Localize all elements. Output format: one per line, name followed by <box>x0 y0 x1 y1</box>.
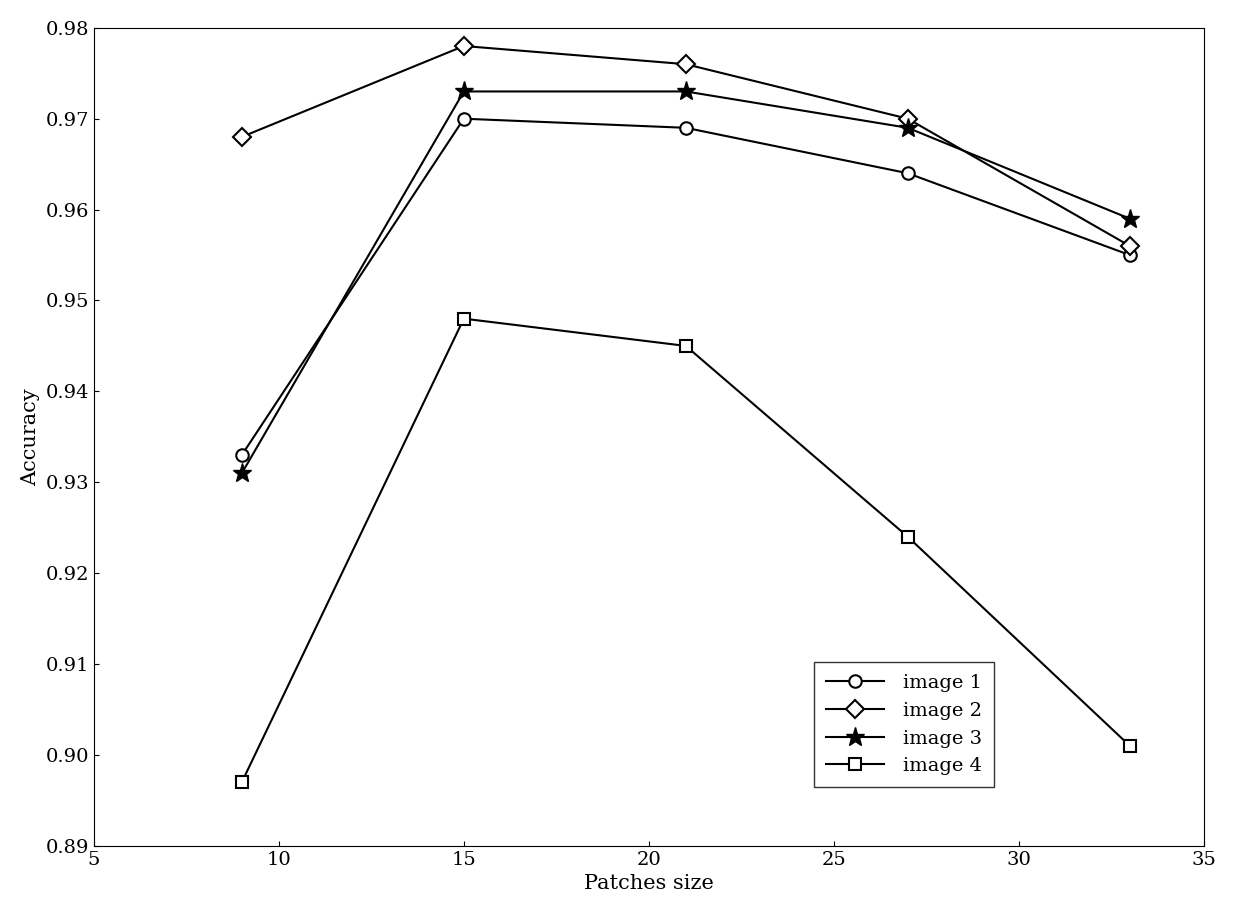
X-axis label: Patches size: Patches size <box>584 874 714 893</box>
image 2 <box>1122 240 1137 251</box>
image 4 <box>1122 740 1137 751</box>
image 3 <box>1122 213 1137 224</box>
image 1 <box>1122 250 1137 260</box>
image 3 <box>235 468 250 479</box>
image 3 <box>678 86 693 97</box>
image 4 <box>901 531 915 542</box>
image 2 <box>901 113 915 124</box>
Line: image 3: image 3 <box>233 81 1139 483</box>
image 4 <box>678 340 693 351</box>
image 3 <box>456 86 471 97</box>
image 2 <box>456 40 471 51</box>
image 2 <box>678 58 693 69</box>
image 4 <box>456 314 471 324</box>
image 1 <box>901 168 915 179</box>
image 4 <box>235 777 250 788</box>
Line: image 1: image 1 <box>235 112 1136 462</box>
Line: image 4: image 4 <box>235 313 1136 789</box>
image 1 <box>678 122 693 133</box>
Legend: image 1, image 2, image 3, image 4: image 1, image 2, image 3, image 4 <box>814 663 995 787</box>
Line: image 2: image 2 <box>235 40 1136 252</box>
image 1 <box>235 450 250 461</box>
image 3 <box>901 122 915 133</box>
image 2 <box>235 132 250 143</box>
image 1 <box>456 113 471 124</box>
Y-axis label: Accuracy: Accuracy <box>21 388 40 485</box>
